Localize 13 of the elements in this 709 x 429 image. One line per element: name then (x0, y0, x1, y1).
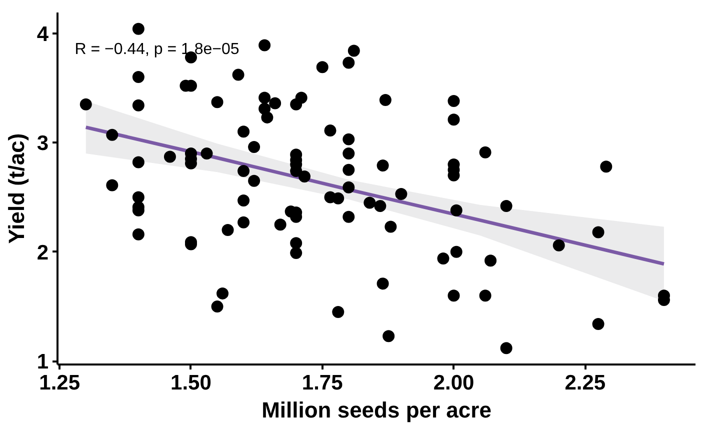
x-tick-label: 1.25 (39, 372, 80, 394)
x-tick-label: 2.25 (564, 372, 606, 394)
y-axis-title: Yield (t/ac) (4, 133, 29, 244)
y-tick-label: 3 (36, 132, 49, 156)
x-tick-label: 1.50 (170, 372, 212, 394)
x-tick-label: 2.00 (433, 372, 474, 394)
y-tick-label: 2 (36, 241, 49, 264)
y-tick-label: 4 (36, 22, 49, 46)
line-series (84, 126, 666, 266)
x-axis-title: Million seeds per acre (262, 398, 492, 422)
annotation: R = −0.44, p = 1.8e−05 (74, 40, 240, 58)
y-tick-label: 1 (36, 350, 49, 374)
x-tick-label: 1.75 (302, 372, 344, 394)
